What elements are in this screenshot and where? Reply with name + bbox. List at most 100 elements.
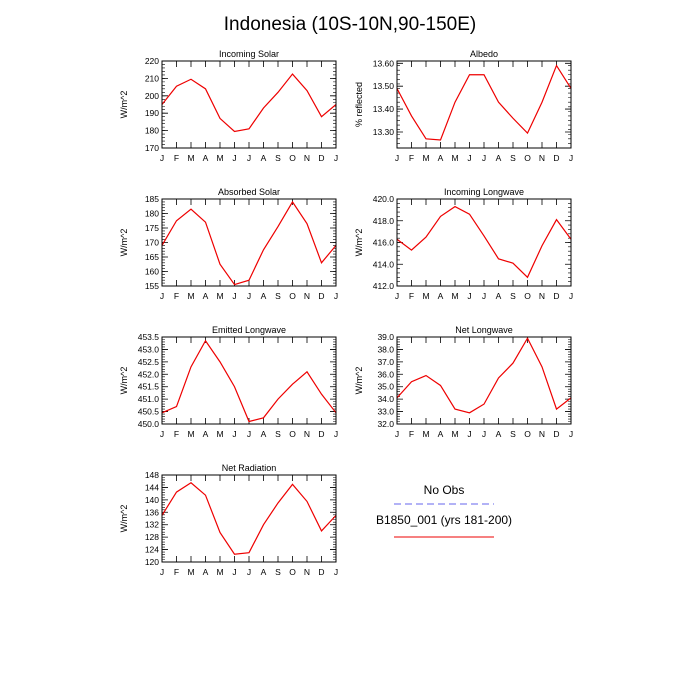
y-tick-label-emitted-longwave: 452.0 xyxy=(138,369,160,379)
panel-title-net-radiation: Net Radiation xyxy=(222,463,277,473)
y-tick-label-net-longwave: 33.0 xyxy=(377,407,394,417)
y-tick-label-emitted-longwave: 452.5 xyxy=(138,357,160,367)
x-tick-label-net-longwave: J xyxy=(395,429,399,439)
y-minor-ticks-incoming-longwave xyxy=(397,198,571,287)
y-tick-label-incoming-solar: 220 xyxy=(145,56,159,66)
y-tick-label-incoming-longwave: 414.0 xyxy=(373,259,395,269)
y-tick-label-emitted-longwave: 451.5 xyxy=(138,382,160,392)
x-tick-label-emitted-longwave: A xyxy=(203,429,209,439)
x-tick-label-net-longwave: J xyxy=(467,429,471,439)
y-tick-label-net-radiation: 132 xyxy=(145,520,159,530)
series-line-incoming-solar xyxy=(161,73,337,133)
x-tick-label-net-radiation: N xyxy=(304,567,310,577)
x-tick-label-albedo: J xyxy=(467,153,471,163)
x-tick-label-emitted-longwave: J xyxy=(160,429,164,439)
x-tick-label-absorbed-solar: J xyxy=(160,291,164,301)
x-tick-label-incoming-longwave: J xyxy=(569,291,573,301)
legend-label-model: B1850_001 (yrs 181-200) xyxy=(376,513,512,527)
x-tick-label-net-radiation: J xyxy=(232,567,236,577)
y-tick-label-emitted-longwave: 450.0 xyxy=(138,419,160,429)
x-tick-label-emitted-longwave: F xyxy=(174,429,179,439)
x-tick-label-emitted-longwave: N xyxy=(304,429,310,439)
y-tick-label-net-longwave: 39.0 xyxy=(377,332,394,342)
x-tick-label-albedo: M xyxy=(451,153,458,163)
plot-frame-absorbed-solar xyxy=(161,198,337,287)
x-tick-label-incoming-solar: S xyxy=(275,153,281,163)
y-tick-label-emitted-longwave: 450.5 xyxy=(138,407,160,417)
x-tick-label-absorbed-solar: J xyxy=(232,291,236,301)
x-tick-label-net-longwave: O xyxy=(524,429,531,439)
x-tick-label-incoming-longwave: N xyxy=(539,291,545,301)
x-tick-label-incoming-longwave: O xyxy=(524,291,531,301)
panel-title-incoming-longwave: Incoming Longwave xyxy=(444,187,524,197)
x-tick-label-net-longwave: N xyxy=(539,429,545,439)
x-tick-label-albedo: S xyxy=(510,153,516,163)
x-tick-label-incoming-solar: M xyxy=(216,153,223,163)
x-tick-label-net-radiation: M xyxy=(216,567,223,577)
x-tick-label-net-longwave: M xyxy=(422,429,429,439)
x-tick-label-incoming-solar: J xyxy=(160,153,164,163)
x-tick-label-net-radiation: M xyxy=(187,567,194,577)
series-line-incoming-longwave xyxy=(396,205,572,279)
x-tick-label-emitted-longwave: O xyxy=(289,429,296,439)
y-tick-label-albedo: 13.40 xyxy=(373,104,395,114)
y-axis-label-emitted-longwave: W/m^2 xyxy=(119,367,129,395)
y-tick-label-absorbed-solar: 170 xyxy=(145,238,159,248)
legend: No Obs B1850_001 (yrs 181-200) xyxy=(376,483,512,538)
y-tick-label-albedo: 13.50 xyxy=(373,81,395,91)
x-tick-label-incoming-solar: F xyxy=(174,153,179,163)
x-tick-label-emitted-longwave: S xyxy=(275,429,281,439)
y-tick-label-emitted-longwave: 453.5 xyxy=(138,332,160,342)
x-tick-label-absorbed-solar: A xyxy=(203,291,209,301)
x-tick-label-net-longwave: J xyxy=(569,429,573,439)
y-tick-label-incoming-solar: 180 xyxy=(145,126,159,136)
x-tick-label-incoming-solar: J xyxy=(334,153,338,163)
x-tick-label-emitted-longwave: M xyxy=(187,429,194,439)
series-line-absorbed-solar xyxy=(161,200,337,286)
panel-absorbed-solar: Absorbed Solar W/m^2 155 160 165 170 175 180 185… xyxy=(119,187,338,301)
x-tick-label-incoming-longwave: A xyxy=(496,291,502,301)
y-tick-label-albedo: 13.60 xyxy=(373,58,395,68)
panel-net-longwave: Net Longwave W/m^2 32.0 33.0 34.0 35.0 36.0 37.… xyxy=(354,325,573,439)
x-tick-label-albedo: A xyxy=(438,153,444,163)
y-tick-label-net-longwave: 34.0 xyxy=(377,394,394,404)
x-tick-label-net-radiation: S xyxy=(275,567,281,577)
y-tick-label-absorbed-solar: 160 xyxy=(145,267,159,277)
y-tick-label-incoming-solar: 210 xyxy=(145,73,159,83)
series-line-albedo xyxy=(396,64,572,141)
x-tick-label-net-radiation: J xyxy=(160,567,164,577)
x-tick-label-absorbed-solar: A xyxy=(261,291,267,301)
y-tick-label-incoming-solar: 200 xyxy=(145,91,159,101)
x-tick-label-incoming-longwave: M xyxy=(451,291,458,301)
y-tick-label-incoming-solar: 170 xyxy=(145,143,159,153)
x-tick-label-incoming-solar: J xyxy=(247,153,251,163)
x-tick-label-incoming-solar: A xyxy=(203,153,209,163)
plot-frame-incoming-solar xyxy=(161,60,337,149)
x-tick-label-net-radiation: D xyxy=(318,567,324,577)
series-line-net-radiation xyxy=(161,482,337,555)
y-tick-label-incoming-longwave: 412.0 xyxy=(373,281,395,291)
y-tick-label-absorbed-solar: 155 xyxy=(145,281,159,291)
x-tick-label-incoming-solar: O xyxy=(289,153,296,163)
x-tick-label-incoming-longwave: J xyxy=(482,291,486,301)
x-tick-label-incoming-solar: A xyxy=(261,153,267,163)
x-tick-label-absorbed-solar: M xyxy=(216,291,223,301)
series-line-emitted-longwave xyxy=(161,339,337,423)
x-tick-label-absorbed-solar: O xyxy=(289,291,296,301)
x-tick-label-albedo: O xyxy=(524,153,531,163)
x-tick-label-absorbed-solar: M xyxy=(187,291,194,301)
x-tick-label-albedo: M xyxy=(422,153,429,163)
x-tick-label-emitted-longwave: J xyxy=(247,429,251,439)
y-tick-label-net-longwave: 32.0 xyxy=(377,419,394,429)
y-tick-label-net-longwave: 36.0 xyxy=(377,369,394,379)
y-minor-ticks-emitted-longwave xyxy=(162,336,336,425)
x-tick-label-albedo: J xyxy=(482,153,486,163)
x-tick-label-net-radiation: O xyxy=(289,567,296,577)
x-tick-label-incoming-solar: J xyxy=(232,153,236,163)
y-tick-label-albedo: 13.30 xyxy=(373,127,395,137)
y-tick-label-emitted-longwave: 453.0 xyxy=(138,344,160,354)
y-tick-label-net-longwave: 37.0 xyxy=(377,357,394,367)
x-tick-label-absorbed-solar: N xyxy=(304,291,310,301)
